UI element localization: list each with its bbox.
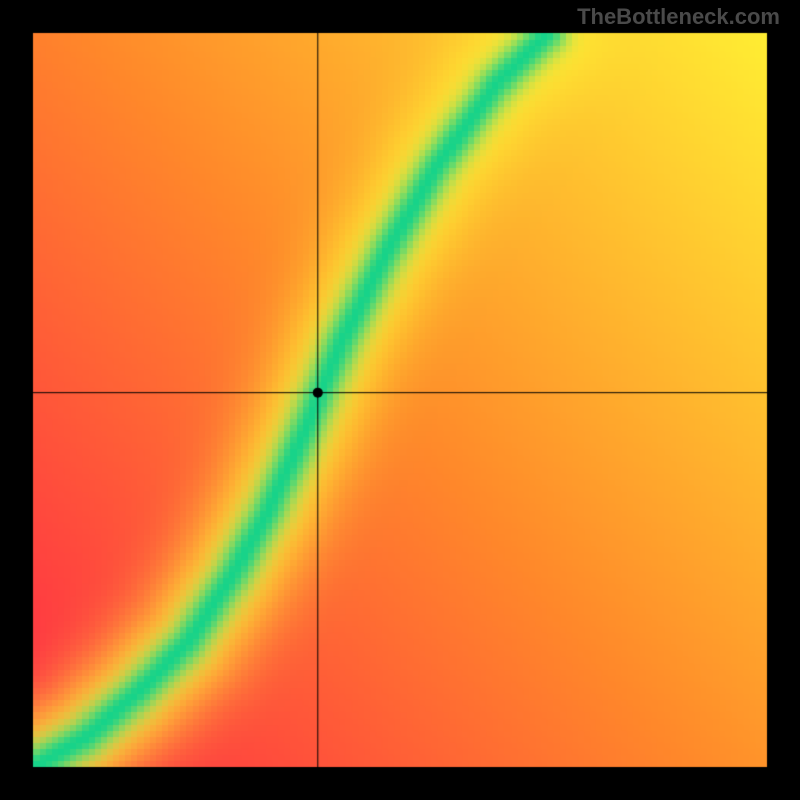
watermark-text: TheBottleneck.com xyxy=(577,4,780,30)
bottleneck-heatmap xyxy=(0,0,800,800)
